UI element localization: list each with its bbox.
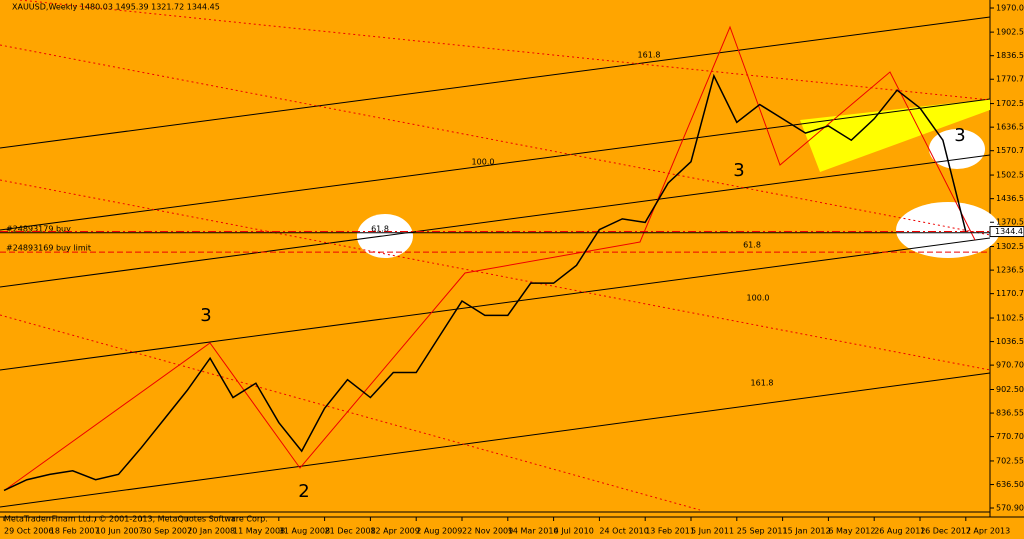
y-tick-label: 1770.70 <box>996 75 1024 84</box>
y-tick-label: 836.55 <box>996 409 1024 418</box>
order-label: #24893169 buy limit <box>6 244 91 253</box>
y-tick-label: 902.50 <box>996 385 1024 394</box>
chart-title: XAUUSD,Weekly 1480.03 1495.39 1321.72 13… <box>12 3 220 12</box>
x-tick-label: 11 May 2008 <box>233 527 285 536</box>
x-tick-label: 20 Jan 2008 <box>187 527 235 536</box>
x-tick-label: 18 Feb 2007 <box>50 527 100 536</box>
annotation: 161.8 <box>638 51 661 60</box>
y-tick-label: 702.55 <box>996 456 1024 465</box>
annotation: 3 <box>954 125 965 146</box>
x-tick-label: 14 Mar 2010 <box>508 527 559 536</box>
y-tick-label: 1370.50 <box>996 218 1024 227</box>
x-tick-label: 7 Apr 2013 <box>966 527 1010 536</box>
annotation: 61.8 <box>371 225 389 234</box>
highlight-ellipse <box>896 202 1000 258</box>
x-tick-label: 5 Jun 2011 <box>691 527 734 536</box>
x-tick-label: 29 Oct 2006 <box>4 527 53 536</box>
y-tick-label: 1036.55 <box>996 337 1024 346</box>
order-label: #24893179 buy <box>6 224 71 233</box>
y-tick-label: 1236.55 <box>996 266 1024 275</box>
x-tick-label: 22 Nov 2009 <box>462 527 513 536</box>
y-tick-label: 570.90 <box>996 503 1024 512</box>
x-tick-label: 21 Dec 2008 <box>325 527 376 536</box>
y-tick-label: 1836.55 <box>996 51 1024 60</box>
x-tick-label: 12 Apr 2009 <box>370 527 419 536</box>
x-tick-label: 25 Sep 2011 <box>737 527 788 536</box>
y-tick-label: 1502.55 <box>996 171 1024 180</box>
y-tick-label: 1702.55 <box>996 99 1024 108</box>
channel-line <box>0 154 991 288</box>
highlight-ellipse <box>929 129 985 169</box>
y-tick-label: 1170.70 <box>996 289 1024 298</box>
fib-line <box>0 179 991 371</box>
x-tick-label: 26 Aug 2012 <box>874 527 925 536</box>
price-axis <box>990 0 1024 539</box>
zigzag <box>4 25 976 491</box>
price-line-series <box>3 73 967 492</box>
channel-line <box>0 98 991 231</box>
annotation: 3 <box>200 305 211 326</box>
y-tick-label: 770.70 <box>996 432 1024 441</box>
x-tick-label: 13 Feb 2011 <box>645 527 695 536</box>
price-tag <box>989 226 1024 238</box>
y-tick-label: 1570.70 <box>996 146 1024 155</box>
channel-line <box>0 237 991 371</box>
y-tick-label: 1436.50 <box>996 194 1024 203</box>
channel-line <box>0 372 991 508</box>
x-tick-label: 2 Aug 2009 <box>416 527 462 536</box>
y-tick-label: 636.50 <box>996 480 1024 489</box>
fib-line <box>0 44 991 236</box>
y-tick-label: 970.70 <box>996 361 1024 370</box>
y-tick-label: 1902.50 <box>996 28 1024 37</box>
x-tick-label: 31 Aug 2008 <box>279 527 330 536</box>
x-tick-label: 15 Jan 2012 <box>783 527 831 536</box>
annotation: 100.0 <box>472 158 495 167</box>
annotation: 2 <box>298 481 309 502</box>
annotation: 3 <box>733 160 744 181</box>
y-tick-label: 1636.55 <box>996 123 1024 132</box>
highlight-area <box>800 99 990 172</box>
x-tick-label: 16 Dec 2012 <box>920 527 971 536</box>
annotation: 61.8 <box>743 241 761 250</box>
price-tag-label: 1344.45 <box>995 227 1024 236</box>
x-tick-label: 6 May 2012 <box>828 527 875 536</box>
x-tick-label: 24 Oct 2010 <box>599 527 648 536</box>
y-tick-label: 1102.50 <box>996 314 1024 323</box>
x-tick-label: 4 Jul 2010 <box>554 527 594 536</box>
fib-lines <box>0 0 991 511</box>
x-tick-label: 30 Sep 2007 <box>141 527 192 536</box>
fib-line <box>0 314 701 511</box>
channel-lines <box>0 16 991 508</box>
x-tick-label: 10 Jun 2007 <box>96 527 144 536</box>
y-tick-label: 1302.55 <box>996 242 1024 251</box>
channel-line <box>0 16 991 149</box>
annotation: 161.8 <box>751 379 774 388</box>
annotation: 100.0 <box>747 294 770 303</box>
footer: MetaTrader Finam Ltd., © 2001-2013, Meta… <box>4 515 268 524</box>
y-tick-label: 1970.05 <box>996 3 1024 12</box>
